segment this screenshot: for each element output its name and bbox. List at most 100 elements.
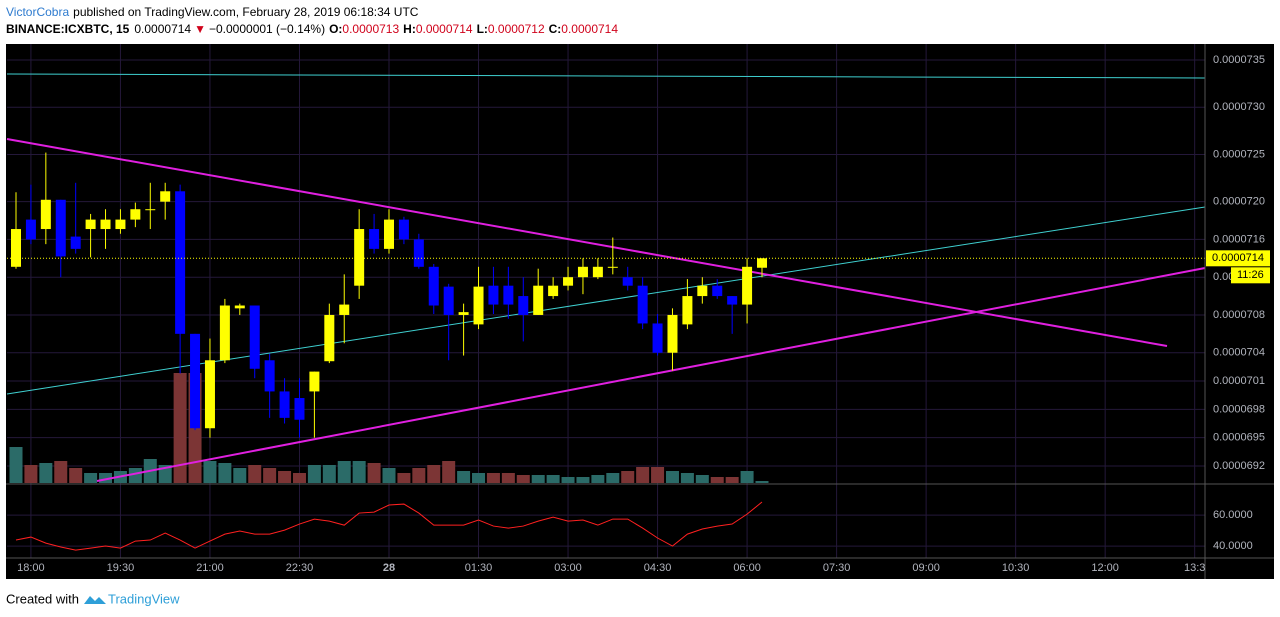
x-tick-label: 03:00 [554, 562, 582, 574]
candle-body [727, 296, 738, 305]
volume-bar [457, 471, 471, 483]
y-tick-label: 0.0000695 [1213, 432, 1265, 444]
x-tick-label: 19:30 [107, 562, 135, 574]
candle-body [309, 371, 320, 392]
candle-body [160, 191, 171, 202]
last: 0.0000714 [134, 22, 191, 36]
rsi-line [15, 501, 763, 551]
x-tick-label: 06:00 [733, 562, 761, 574]
candle-body [190, 333, 201, 429]
publish-line: VictorCobra published on TradingView.com,… [6, 5, 419, 19]
volume-bar [248, 465, 262, 483]
candle-body [742, 266, 753, 305]
candle-body [40, 199, 51, 230]
volume-bar [84, 473, 98, 483]
volume-bar [755, 481, 769, 483]
volume-bar [606, 473, 620, 483]
volume-bar [54, 461, 68, 483]
candle-body [548, 285, 559, 297]
h-label: H: [403, 22, 416, 36]
candle-body [384, 219, 394, 249]
volume-bar [9, 447, 23, 483]
volume-bar [233, 468, 247, 483]
volume-bar [307, 465, 321, 483]
volume-bar [636, 467, 650, 483]
candle-body [622, 277, 633, 286]
author[interactable]: VictorCobra [6, 5, 69, 19]
candle-body [413, 239, 424, 267]
candle-body [697, 285, 708, 297]
volume-bar [263, 468, 277, 483]
trend-line [6, 73, 1206, 79]
candle-body [11, 229, 21, 267]
volume-bar [442, 461, 456, 483]
o-value: 0.0000713 [342, 22, 399, 36]
axes: 0.0000735 0.0000730 0.0000725 0.0000720 0.00… [17, 54, 1270, 574]
y-tick-label: 0.0000692 [1213, 460, 1265, 472]
candle-body [324, 314, 335, 362]
y-tick-label: 0.0000720 [1213, 196, 1265, 208]
candle-body [473, 286, 484, 325]
y-tick-label: 40.0000 [1213, 540, 1253, 552]
candles [7, 152, 1205, 551]
y-tick-label: 0.0000735 [1213, 54, 1265, 66]
volume-bar [591, 475, 605, 483]
l-value: 0.0000712 [488, 22, 545, 36]
x-tick-label: 21:00 [196, 562, 224, 574]
candle-body [204, 360, 215, 429]
candle-body [279, 391, 290, 418]
x-tick-label: 01:30 [465, 562, 493, 574]
candle-body [234, 305, 245, 309]
volume-bar [218, 463, 232, 483]
y-tick-label: 0.0000698 [1213, 403, 1265, 415]
candle-body [577, 266, 588, 278]
volume-bar [367, 463, 381, 483]
candle-body [428, 266, 439, 306]
candle-body [682, 296, 693, 325]
candle-body [175, 191, 186, 334]
footer-brand[interactable]: TradingView [108, 591, 180, 606]
published: published on TradingView.com, February 2… [73, 5, 419, 19]
volume-bar [561, 477, 575, 483]
candle-body [25, 219, 36, 240]
volume-bar [516, 475, 530, 483]
volume-bar [397, 473, 411, 483]
x-tick-label: 10:30 [1002, 562, 1030, 574]
c-value: 0.0000714 [561, 22, 618, 36]
volume-bar [710, 477, 724, 483]
l-label: L: [477, 22, 488, 36]
candle-body [652, 323, 663, 353]
volume-bar [665, 471, 679, 483]
volume-bar [427, 465, 441, 483]
candle-body [488, 285, 499, 305]
x-tick-label: 13:3 [1184, 562, 1205, 574]
volume-bar [412, 468, 426, 483]
volume-bar [546, 475, 560, 483]
candle-body [100, 219, 111, 230]
x-tick-label: 04:30 [644, 562, 672, 574]
volume-bar [501, 473, 515, 483]
change: −0.0000001 (−0.14%) [209, 22, 325, 36]
candle-body [145, 209, 156, 211]
volume-bar [128, 468, 142, 483]
candle-body [339, 304, 350, 315]
countdown-box [1231, 267, 1270, 284]
candle-body [115, 219, 126, 230]
volume-bar [203, 461, 217, 483]
volume-bar [472, 473, 486, 483]
volume-bar [99, 473, 113, 483]
volume-bar [24, 465, 38, 483]
volume-bar [695, 475, 709, 483]
volume-bar [576, 477, 590, 483]
volume-bar [322, 465, 336, 483]
candle-body [249, 305, 260, 369]
x-tick-label: 28 [383, 562, 395, 574]
volume-bar [278, 471, 292, 483]
y-tick-label: 0.0000704 [1213, 347, 1265, 359]
y-tick-label: 0.0000701 [1213, 375, 1265, 387]
volume-bar [173, 373, 187, 483]
candle-body [637, 285, 648, 324]
volume-bar [352, 461, 366, 483]
volume-bar [39, 463, 53, 483]
